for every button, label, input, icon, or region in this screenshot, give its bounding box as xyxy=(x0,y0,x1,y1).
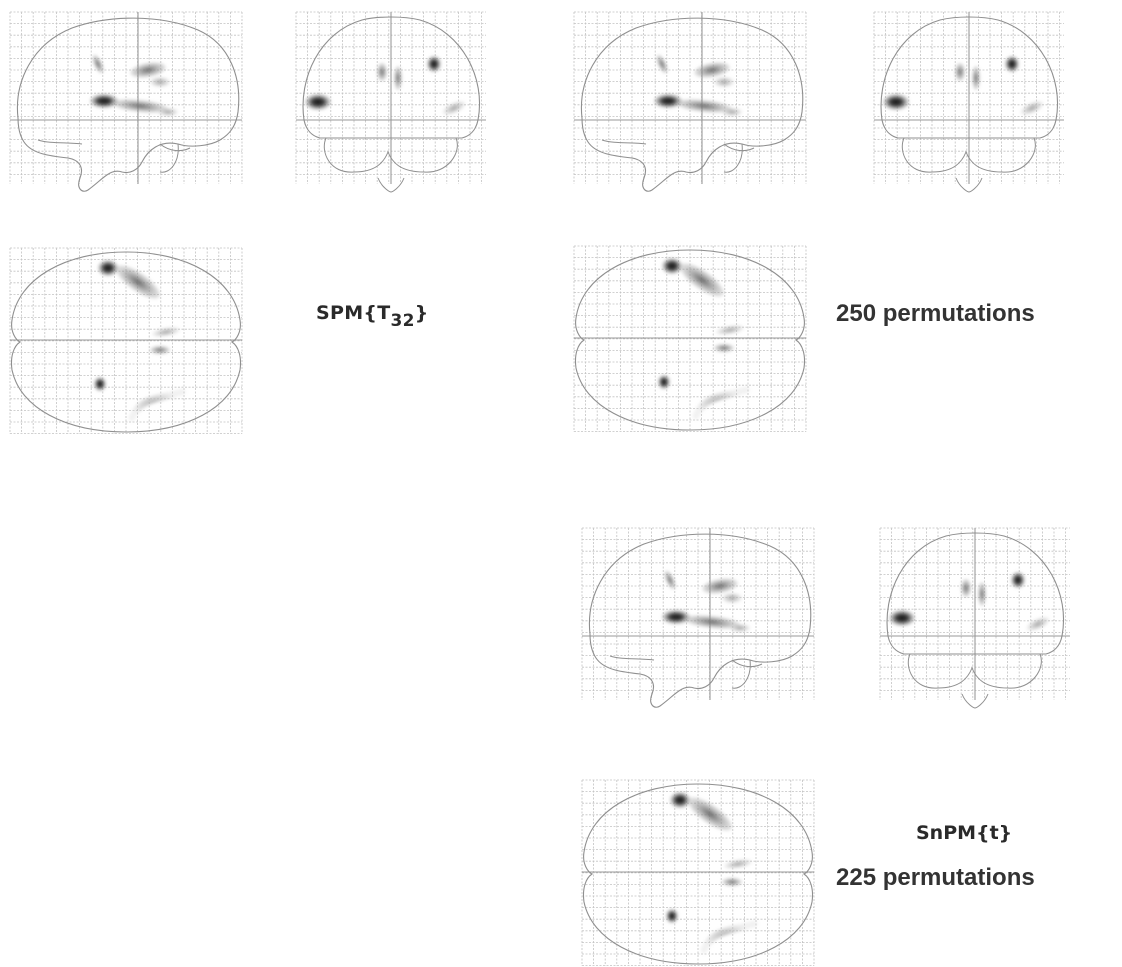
perm250-sagittal-view xyxy=(573,11,807,192)
snpm-label: SnPM{t} xyxy=(916,822,1013,844)
spm-transverse-view xyxy=(9,247,243,435)
spm-label-subscript: 32 xyxy=(390,311,415,331)
perm250-transverse-view xyxy=(573,245,807,433)
perm-250-label: 250 permutations xyxy=(836,300,1035,327)
spm-coronal-view xyxy=(295,11,486,193)
spm-label-prefix: SPM{T xyxy=(316,302,391,324)
spm-sagittal-view xyxy=(9,11,243,192)
snpm-transverse-view xyxy=(581,779,815,967)
perm-225-label: 225 permutations xyxy=(836,864,1035,891)
snpm-sagittal-view xyxy=(581,527,815,708)
perm250-coronal-view xyxy=(873,11,1064,193)
spm-label-suffix: } xyxy=(414,302,429,324)
spm-t32-label: SPM{T32} xyxy=(316,302,429,331)
snpm-coronal-view xyxy=(879,527,1070,709)
